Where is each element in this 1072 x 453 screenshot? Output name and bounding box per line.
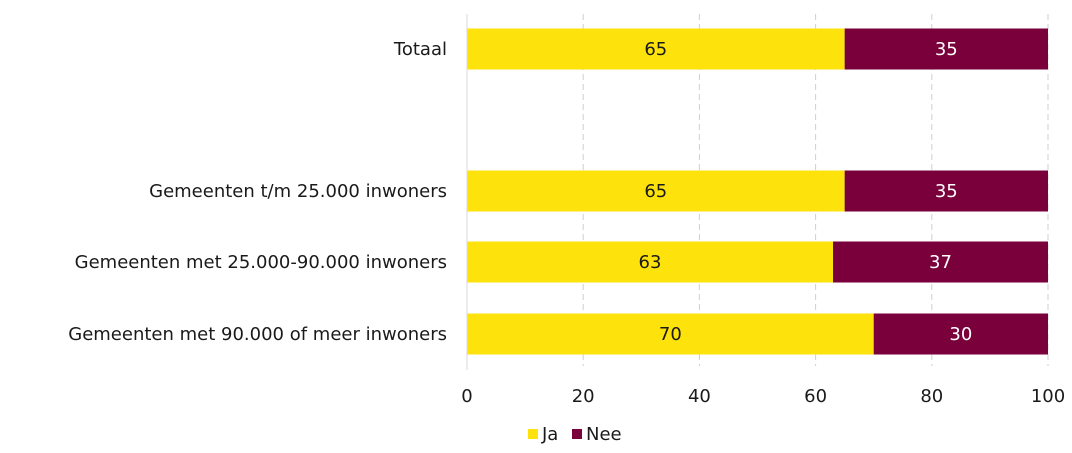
x-tick-label-80: 80: [920, 386, 943, 407]
x-tick-label-40: 40: [688, 386, 711, 407]
category-label: Gemeenten t/m 25.000 inwoners: [149, 181, 447, 202]
data-label-ja-4: 70: [659, 324, 682, 345]
data-label-ja-0: 65: [644, 39, 667, 60]
category-label: Gemeenten met 25.000-90.000 inwoners: [75, 252, 447, 273]
bar-ja-2: [467, 170, 845, 212]
x-tick-label-20: 20: [572, 386, 595, 407]
x-tick-label-60: 60: [804, 386, 827, 407]
label-layer: Totaal 65 35 Gemeenten t/m 25.000 inwoners 6…: [68, 39, 972, 345]
bar-ja-4: [467, 313, 874, 355]
x-tick-label-0: 0: [461, 386, 472, 407]
bar-nee-3: [833, 241, 1048, 283]
data-label-nee-3: 37: [929, 252, 952, 273]
category-label: Totaal: [393, 39, 447, 60]
legend-label-ja: Ja: [541, 424, 558, 445]
data-label-nee-2: 35: [935, 181, 958, 202]
bar-ja-0: [467, 28, 845, 70]
data-label-nee-0: 35: [935, 39, 958, 60]
legend-label-nee: Nee: [586, 424, 622, 445]
bar-nee-0: [844, 28, 1048, 70]
bar-ja-3: [467, 241, 834, 283]
data-label-ja-2: 65: [644, 181, 667, 202]
legend: Ja Nee: [528, 424, 622, 445]
data-label-ja-3: 63: [639, 252, 662, 273]
legend-swatch-ja: [528, 429, 538, 439]
bar-layer: [467, 28, 1048, 355]
axis-layer: 0 20 40 60 80 100: [461, 14, 1065, 407]
data-label-nee-4: 30: [949, 324, 972, 345]
legend-swatch-nee: [572, 429, 582, 439]
category-label: Gemeenten met 90.000 of meer inwoners: [68, 324, 447, 345]
bar-nee-4: [873, 313, 1048, 355]
bar-nee-2: [844, 170, 1048, 212]
x-tick-label-100: 100: [1031, 386, 1065, 407]
